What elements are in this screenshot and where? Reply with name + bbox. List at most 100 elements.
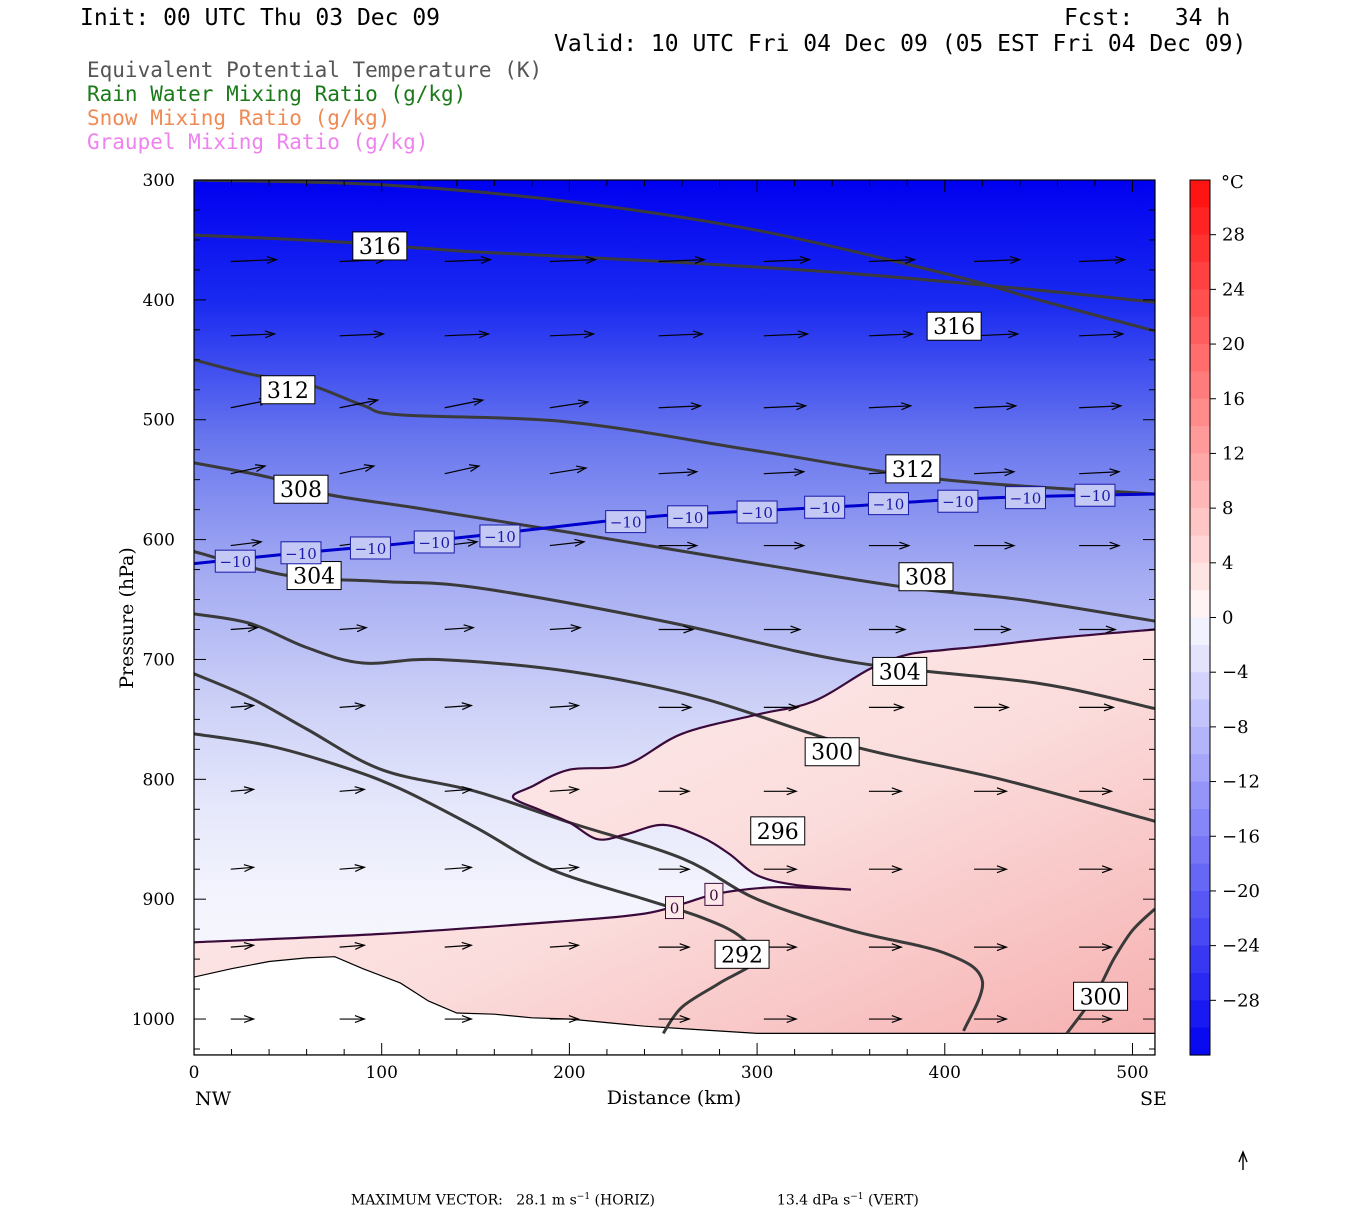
wind-vector-head: [367, 398, 380, 406]
wind-vector-head: [356, 624, 368, 633]
wind-vector-shaft: [1079, 259, 1125, 263]
wind-vector: [763, 541, 806, 550]
temperature-label-box: [937, 489, 979, 513]
wind-vector: [1079, 468, 1121, 477]
colorbar-swatch: [1190, 562, 1210, 591]
theta-e-label: 300: [804, 737, 860, 767]
temperature-label-text: −10: [418, 534, 450, 552]
theta-e-label: 304: [286, 561, 342, 591]
wind-vector: [230, 538, 263, 547]
wind-vector-shaft: [444, 866, 472, 870]
wind-vector: [549, 399, 590, 409]
colorbar-tick-label: 16: [1222, 389, 1245, 410]
temperature-label: −10: [667, 505, 709, 529]
colorbar-swatch: [1190, 480, 1210, 509]
wind-vector: [230, 942, 256, 950]
colorbar-swatch: [1190, 1000, 1210, 1029]
wind-vector-shaft: [1079, 471, 1120, 475]
x-tick-label: 500: [1116, 1063, 1148, 1083]
wind-vector: [339, 864, 367, 872]
wind-vector: [549, 786, 581, 794]
theta-e-contour-292-7: [194, 732, 760, 1035]
wind-vector-head: [354, 864, 367, 872]
wind-vector-head: [266, 256, 279, 264]
y-tick-label: 500: [143, 411, 175, 431]
wind-vector-shaft: [339, 333, 384, 337]
colorbar-tick-label: −4: [1222, 662, 1249, 683]
wind-vector: [1079, 943, 1114, 952]
theta-e-label-box: [714, 939, 770, 969]
wind-vector: [230, 1015, 256, 1024]
theta-e-label: 316: [926, 311, 982, 341]
colorbar-swatch: [1190, 398, 1210, 427]
wind-vector-head: [461, 786, 474, 795]
colorbar-swatch: [1190, 918, 1210, 947]
wind-vector-shaft: [339, 626, 367, 631]
wind-vector-shaft: [868, 259, 915, 263]
wind-vector-shaft: [974, 471, 1014, 475]
wind-vector-head: [788, 703, 800, 712]
wind-vector: [549, 702, 581, 711]
temperature-label-box: [479, 524, 521, 548]
wind-vector-head: [996, 1015, 1009, 1024]
wind-vector: [974, 703, 1010, 712]
wind-vector-shaft: [230, 333, 275, 337]
wind-vector-head: [996, 943, 1009, 952]
wind-vector-shaft: [230, 259, 277, 263]
wind-vector-head: [786, 1015, 798, 1024]
wind-vector-shaft: [763, 405, 806, 409]
wind-vector: [974, 787, 1009, 796]
y-axis-label: Pressure (hPa): [116, 547, 138, 689]
temperature-label-text: −10: [809, 499, 841, 517]
theta-e-label-text: 296: [757, 820, 799, 845]
theta-e-label-text: 316: [359, 235, 401, 260]
temperature-label-box: [280, 541, 322, 565]
colorbar-tick-label: 20: [1222, 334, 1245, 355]
wind-vector-head: [799, 256, 812, 264]
wind-vector-head: [996, 865, 1009, 874]
theta-e-label-box: [1073, 981, 1129, 1011]
theta-e-contour-316-0: [194, 233, 1155, 304]
theta-e-label-box: [352, 231, 408, 261]
wind-vector-head: [891, 1015, 903, 1024]
legend-snow: Snow Mixing Ratio (g/kg): [87, 106, 391, 130]
wind-vector-shaft: [444, 944, 472, 948]
wind-vector-head: [679, 787, 691, 796]
legend-theta-e: Equivalent Potential Temperature (K): [87, 58, 543, 82]
wind-vector-shaft: [230, 626, 258, 631]
wind-vector-head: [899, 541, 911, 550]
temperature-label-box: [1004, 486, 1046, 510]
temperature-label-text: −10: [741, 504, 773, 522]
wind-vector: [444, 941, 474, 950]
wind-vector-head: [568, 1015, 581, 1024]
vert-exp: −1: [850, 1192, 864, 1202]
wind-vector-head: [254, 464, 267, 472]
wind-vector: [1079, 330, 1125, 339]
temperature-label-text: −10: [610, 514, 642, 532]
wind-vector-shaft: [339, 465, 374, 475]
wind-vector-shaft: [339, 866, 365, 870]
wind-vector-head: [794, 541, 806, 550]
wind-vector-head: [463, 624, 475, 633]
wind-vector-shaft: [549, 788, 579, 792]
wind-vector: [658, 943, 691, 952]
wind-vector-head: [354, 702, 367, 711]
wind-vector: [868, 330, 915, 339]
theta-e-label-text: 304: [879, 660, 921, 685]
wind-vector-head: [574, 538, 586, 547]
colorbar-swatch: [1190, 535, 1210, 564]
colorbar-swatch: [1190, 863, 1210, 892]
temperature-contour-0-1: [194, 886, 851, 944]
x-end-label-nw: NW: [195, 1088, 232, 1110]
wind-vector-head: [354, 1015, 367, 1024]
wind-vector-head: [1000, 625, 1012, 634]
wind-vector-head: [793, 468, 806, 477]
theta-e-label-text: 300: [811, 741, 853, 766]
wind-vector-head: [363, 464, 376, 472]
wind-vector-shaft: [1079, 405, 1121, 409]
x-tick-label: 200: [553, 1063, 585, 1083]
theta-e-label-text: 308: [280, 478, 322, 503]
wind-vector-head: [1008, 330, 1020, 339]
wind-vector: [230, 624, 260, 633]
wind-vector-head: [583, 330, 596, 339]
